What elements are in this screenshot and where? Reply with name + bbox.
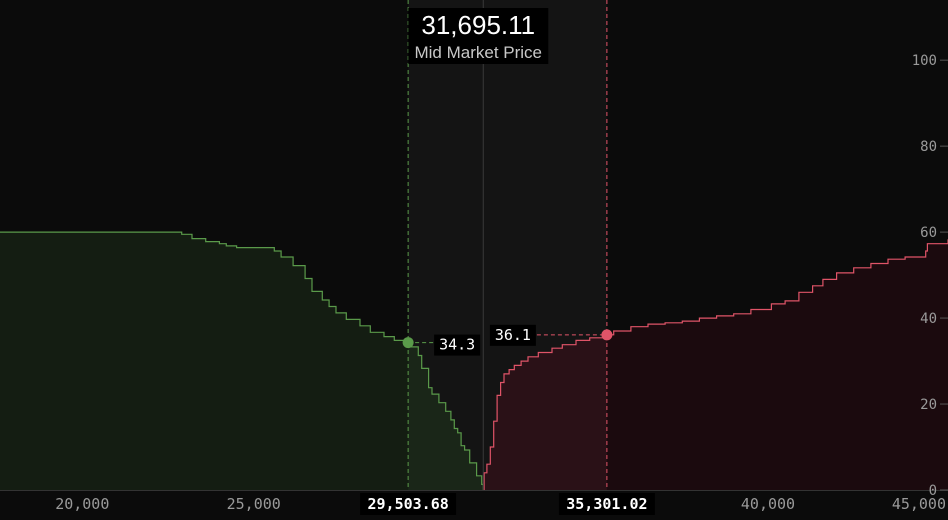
y-tick-label: 80 bbox=[920, 139, 937, 155]
x-axis: 20,000 25,000 40,000 45,000 bbox=[55, 495, 946, 513]
ask-depth-line bbox=[483, 239, 948, 491]
y-tick-label: 100 bbox=[912, 53, 937, 69]
x-tick-label: 45,000 bbox=[892, 495, 946, 513]
bid-price-label: 29,503.68 bbox=[367, 495, 448, 513]
bid-depth-line bbox=[0, 231, 484, 490]
ask-depth-area-highlight bbox=[483, 334, 607, 490]
x-tick-label: 20,000 bbox=[55, 495, 109, 513]
bid-amount-label: 34.3 bbox=[439, 336, 475, 354]
ask-price-label: 35,301.02 bbox=[566, 495, 647, 513]
bid-price-label-bg bbox=[360, 493, 457, 515]
bid-marker-point[interactable] bbox=[402, 337, 414, 349]
bid-depth-area bbox=[0, 232, 484, 490]
y-tick-label: 60 bbox=[920, 225, 937, 241]
mid-price-value: 31,695.11 bbox=[421, 10, 535, 40]
y-tick-label: 20 bbox=[920, 397, 937, 413]
x-tick-label: 25,000 bbox=[227, 495, 281, 513]
y-tick-label: 0 bbox=[929, 483, 937, 499]
y-tick-label: 40 bbox=[920, 311, 937, 327]
mid-price-caption: Mid Market Price bbox=[414, 43, 542, 62]
ask-price-label-bg bbox=[558, 493, 655, 515]
bid-amount-label-bg bbox=[434, 334, 481, 356]
x-tick-label: 40,000 bbox=[741, 495, 795, 513]
ask-amount-label: 36.1 bbox=[495, 326, 531, 344]
mid-price-box bbox=[408, 8, 549, 64]
bid-depth-area-highlight bbox=[408, 340, 484, 490]
y-axis: 0 20 40 60 80 100 bbox=[912, 53, 948, 499]
ask-marker-point[interactable] bbox=[601, 329, 613, 341]
ask-amount-label-bg bbox=[489, 324, 536, 346]
